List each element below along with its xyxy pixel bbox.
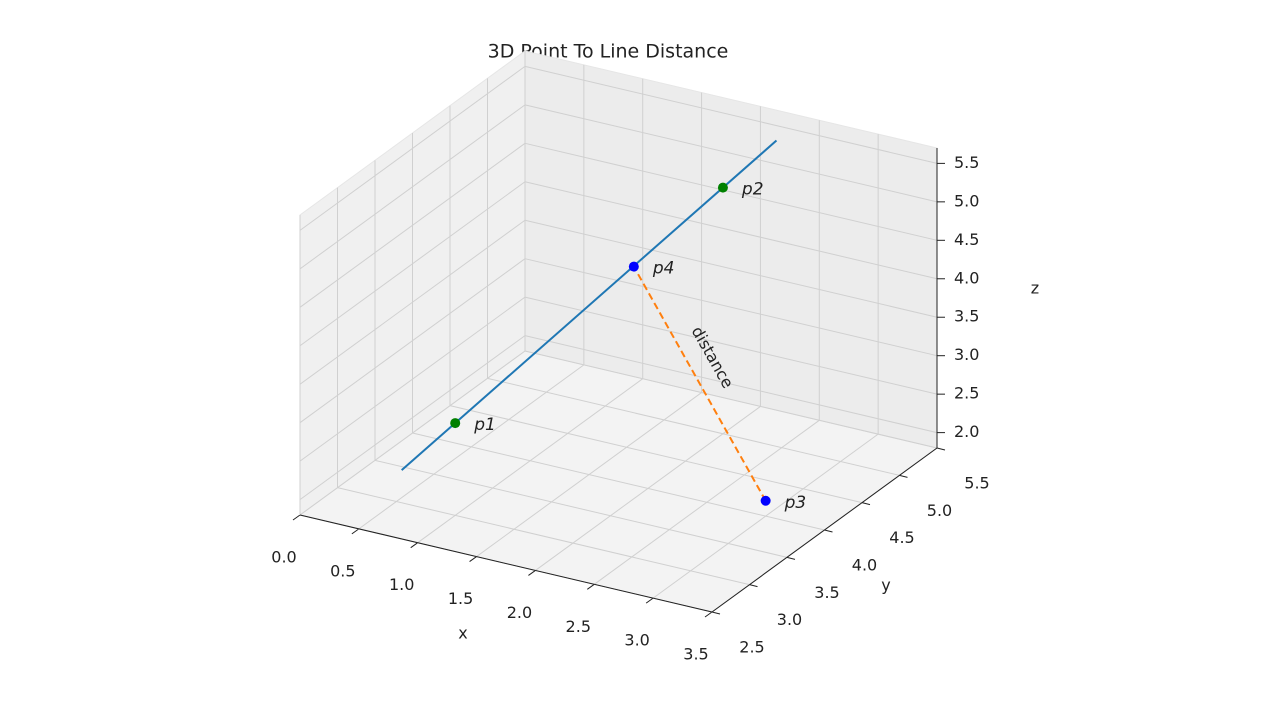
x-tick-label: 2.0 [507, 603, 532, 622]
grid-line [524, 142, 938, 241]
tick-mark [645, 597, 654, 604]
point-label: p2 [741, 180, 764, 200]
tick-mark [936, 447, 946, 451]
tick-mark [586, 583, 595, 590]
grid-line [374, 459, 788, 558]
point [760, 495, 771, 506]
grid-line [412, 432, 825, 531]
x-axis [299, 514, 713, 613]
z-tick-label: 4.0 [954, 268, 979, 287]
x-tick-label: 0.0 [271, 548, 296, 567]
grid-line [524, 104, 938, 203]
y-tick-label: 4.5 [889, 528, 914, 547]
grid-line [524, 296, 938, 395]
point-label: p3 [784, 493, 807, 513]
grid-line [299, 65, 526, 231]
y-tick-label: 3.0 [777, 610, 802, 629]
grid-line [337, 487, 750, 586]
x-tick-label: 1.0 [389, 575, 414, 594]
y-tick-label: 3.5 [814, 583, 839, 602]
tick-mark [410, 542, 419, 549]
tick-mark [528, 570, 536, 576]
z-tick-label: 5.0 [954, 191, 979, 210]
x-tick-label: 0.5 [330, 561, 355, 580]
x-tick-label: 3.5 [683, 645, 708, 664]
grid-line [449, 405, 863, 504]
z-tick-label: 4.5 [954, 230, 979, 249]
tick-mark [469, 556, 477, 562]
tick-mark [704, 611, 713, 618]
x-axis-label: x [458, 624, 467, 643]
grid-line [299, 104, 526, 270]
tick-mark [292, 514, 301, 521]
grid-line [299, 258, 526, 424]
grid-line [299, 335, 526, 501]
grid-line [487, 377, 900, 476]
grid-line [524, 258, 938, 357]
z-tick-label: 3.5 [954, 307, 979, 326]
y-tick-label: 5.5 [964, 474, 989, 493]
grid-line [299, 296, 526, 462]
fit-line [401, 139, 778, 471]
tick-mark [861, 502, 871, 506]
y-tick-label: 2.5 [739, 638, 764, 657]
point-label: p1 [473, 415, 496, 435]
tick-mark [711, 611, 721, 615]
y-tick-label: 5.0 [927, 501, 952, 520]
grid-line [524, 181, 938, 280]
z-tick-label: 2.5 [954, 384, 979, 403]
x-tick-label: 2.5 [566, 617, 591, 636]
grid-line [299, 181, 526, 347]
point [450, 418, 461, 429]
y-axis [711, 447, 938, 613]
tick-mark [899, 474, 908, 478]
y-axis-label: y [881, 576, 890, 595]
tick-mark [749, 584, 758, 588]
z-tick-label: 2.0 [954, 422, 979, 441]
z-axis-label: z [1031, 279, 1039, 298]
point [628, 261, 639, 272]
tick-mark [351, 528, 360, 535]
distance-line [632, 266, 767, 502]
tick-mark [824, 529, 833, 533]
grid-line [524, 335, 938, 434]
grid-line [299, 219, 526, 385]
grid-line [524, 65, 938, 164]
x-tick-label: 1.5 [448, 589, 473, 608]
tick-mark [786, 556, 796, 560]
point-label: p4 [652, 259, 675, 279]
point [717, 182, 728, 193]
grid-line [524, 350, 938, 449]
grid-line [299, 142, 526, 308]
y-tick-label: 4.0 [852, 556, 877, 575]
grid-line [524, 219, 938, 318]
z-tick-label: 5.5 [954, 153, 979, 172]
z-tick-label: 3.0 [954, 345, 979, 364]
x-tick-label: 3.0 [624, 631, 649, 650]
